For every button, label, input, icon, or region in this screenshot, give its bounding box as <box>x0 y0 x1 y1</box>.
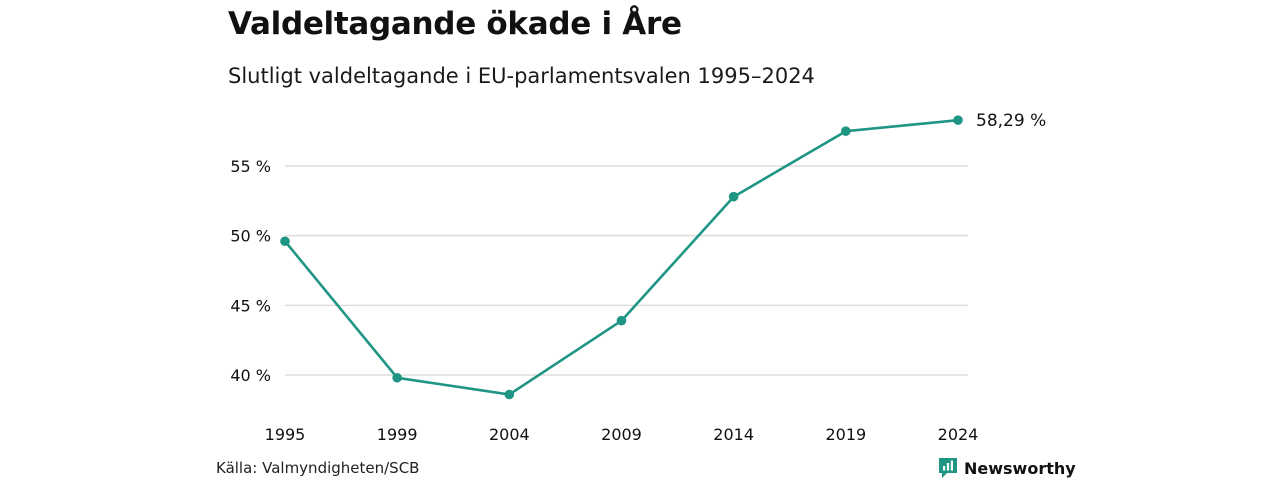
x-tick-label: 2004 <box>489 425 530 444</box>
data-point <box>392 372 402 383</box>
x-tick-label: 2014 <box>713 425 754 444</box>
x-tick-label: 2019 <box>825 425 866 444</box>
x-tick-label: 2009 <box>601 425 642 444</box>
source-note: Källa: Valmyndigheten/SCB <box>216 459 420 477</box>
data-point <box>841 126 851 136</box>
chart-title: Valdeltagande ökade i Åre <box>228 6 682 42</box>
x-tick-label: 2024 <box>938 425 979 444</box>
y-tick-label: 55 % <box>230 157 271 176</box>
x-tick-label: 1999 <box>377 425 418 444</box>
brand-logo: Newsworthy <box>938 456 1076 480</box>
x-tick-label: 1995 <box>265 425 306 444</box>
newsworthy-logo-icon <box>939 458 957 478</box>
data-point <box>504 389 515 400</box>
series-line <box>283 118 960 396</box>
chart-subtitle: Slutligt valdeltagande i EU-parlamentsva… <box>228 64 815 88</box>
data-point <box>728 191 739 202</box>
data-point <box>953 115 963 125</box>
y-tick-label: 50 % <box>230 227 271 246</box>
end-value-label: 58,29 % <box>976 111 1046 131</box>
data-point <box>616 315 627 326</box>
data-point <box>280 236 290 247</box>
brand-name: Newsworthy <box>964 458 1076 478</box>
y-tick-label: 40 % <box>230 366 271 385</box>
y-tick-label: 45 % <box>230 296 271 315</box>
